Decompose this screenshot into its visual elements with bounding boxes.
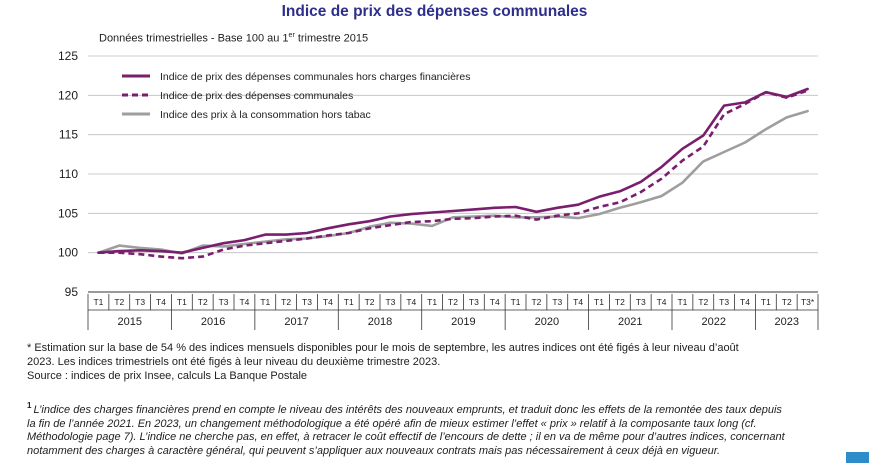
y-tick-label: 125 <box>58 49 78 63</box>
x-tick-label: T1 <box>427 297 437 307</box>
x-tick-label: T2 <box>531 297 541 307</box>
x-tick-label: T4 <box>740 297 750 307</box>
legend-label: Indice des prix à la consommation hors t… <box>160 109 371 121</box>
y-tick-label: 105 <box>58 206 78 220</box>
x-tick-label: T4 <box>406 297 416 307</box>
series-line <box>97 87 809 254</box>
x-tick-label: T1 <box>93 297 103 307</box>
x-tick-label: T3 <box>302 297 312 307</box>
footnote: 1 L’indice des charges financières prend … <box>27 399 857 458</box>
x-tick-label: T2 <box>365 297 375 307</box>
x-tick-label: T2 <box>114 297 124 307</box>
subtitle-text: Données trimestrielles - Base 100 au 1 <box>99 32 289 45</box>
x-tick-label: T4 <box>239 297 249 307</box>
footnote-line: notamment des charges à caractère généra… <box>27 444 720 457</box>
footnote-mark: 1 <box>27 401 32 410</box>
year-label: 2019 <box>451 316 475 328</box>
x-tick-label: T1 <box>177 297 187 307</box>
y-tick-label: 120 <box>58 88 78 102</box>
x-tick-label: T4 <box>657 297 667 307</box>
x-tick-label: T3 <box>636 297 646 307</box>
year-label: 2022 <box>701 316 725 328</box>
year-label: 2016 <box>201 316 225 328</box>
legend-label: Indice de prix des dépenses communales h… <box>160 71 471 83</box>
x-tick-label: T3* <box>801 297 815 307</box>
year-label: 2020 <box>535 316 559 328</box>
subtitle-superscript: er <box>288 32 295 39</box>
y-tick-label: 95 <box>65 285 79 299</box>
year-label: 2021 <box>618 316 642 328</box>
x-tick-label: T1 <box>260 297 270 307</box>
x-tick-label: T1 <box>594 297 604 307</box>
note-line: 2023. Les indices trimestriels ont été f… <box>27 356 441 368</box>
x-tick-label: T4 <box>156 297 166 307</box>
x-tick-label: T1 <box>761 297 771 307</box>
footnote-line: la fin de l’année 2021. En 2023, un chan… <box>27 417 757 430</box>
y-tick-label: 100 <box>58 246 78 260</box>
x-tick-label: T1 <box>677 297 687 307</box>
y-tick-label: 110 <box>59 167 78 181</box>
x-tick-label: T2 <box>698 297 708 307</box>
source-line: Source : indices de prix Insee, calculs … <box>27 370 308 382</box>
corner-marker <box>846 452 869 463</box>
chart-notes: * Estimation sur la base de 54 % des ind… <box>27 341 862 383</box>
x-tick-label: T4 <box>490 297 500 307</box>
x-tick-label: T2 <box>448 297 458 307</box>
x-tick-label: T3 <box>719 297 729 307</box>
year-label: 2015 <box>117 316 141 328</box>
x-tick-label: T3 <box>385 297 395 307</box>
note-line: * Estimation sur la base de 54 % des ind… <box>27 342 739 354</box>
x-tick-label: T3 <box>552 297 562 307</box>
x-tick-label: T3 <box>469 297 479 307</box>
line-chart: 95 100 105 110 115 120 125 T1 T2 T3 T4 T1 T2 T3 T4 T1 T2… <box>58 49 819 330</box>
footnote-text: L’indice des charges financières prend e… <box>33 404 782 416</box>
x-tick-label: T2 <box>615 297 625 307</box>
series-line <box>97 109 809 255</box>
subtitle-end: trimestre 2015 <box>294 32 369 45</box>
legend-label: Indice de prix des dépenses communales <box>160 90 353 102</box>
x-tick-label: T3 <box>135 297 145 307</box>
series-line <box>98 89 809 260</box>
year-label: 2017 <box>284 316 308 328</box>
x-tick-label: T2 <box>782 297 792 307</box>
footnote-line: 1 L’indice des charges financières prend … <box>27 399 857 418</box>
y-tick-label: 115 <box>59 128 78 142</box>
year-label: 2018 <box>368 316 392 328</box>
year-label: 2023 <box>774 316 798 328</box>
footnote-line: Méthodologie page 7). L’indice ne cherch… <box>27 431 785 443</box>
chart-subtitle: Données trimestrielles - Base 100 au 1er… <box>99 32 368 45</box>
x-tick-label: T1 <box>511 297 521 307</box>
chart-title: Indice de prix des dépenses communales <box>281 3 588 20</box>
x-tick-label: T3 <box>219 297 229 307</box>
x-tick-label: T2 <box>198 297 208 307</box>
x-tick-label: T2 <box>281 297 291 307</box>
x-tick-label: T4 <box>573 297 583 307</box>
x-tick-label: T1 <box>344 297 354 307</box>
x-tick-label: T4 <box>323 297 333 307</box>
